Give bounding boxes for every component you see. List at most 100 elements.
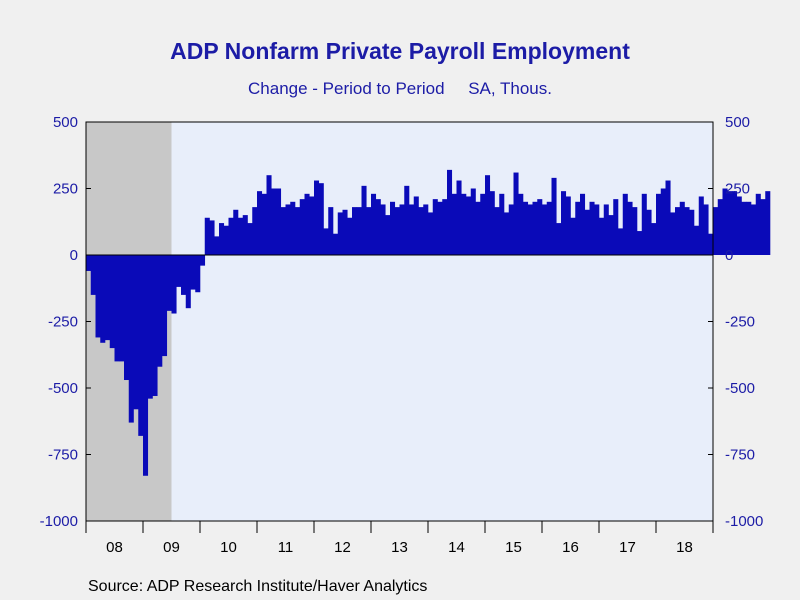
- bar: [342, 209, 348, 255]
- bar: [622, 193, 628, 255]
- bar: [219, 223, 225, 255]
- bar: [171, 255, 177, 314]
- bar: [252, 207, 258, 255]
- bar: [105, 255, 111, 341]
- bar: [489, 191, 495, 255]
- bar: [708, 233, 714, 255]
- y-tick-label: -500: [725, 380, 755, 397]
- bar: [390, 201, 396, 255]
- bar: [385, 215, 391, 255]
- bar: [190, 255, 196, 290]
- bar: [565, 196, 571, 255]
- bar: [656, 193, 662, 255]
- bar: [261, 193, 267, 255]
- bar: [613, 199, 619, 255]
- bar: [162, 255, 168, 357]
- bar: [290, 201, 296, 255]
- chart-subtitle: Change - Period to Period SA, Thous.: [248, 79, 552, 98]
- y-tick-label: 250: [53, 181, 78, 198]
- bar: [375, 199, 381, 255]
- bar: [242, 215, 248, 255]
- bar: [722, 188, 728, 255]
- y-tick-label: 250: [725, 181, 750, 198]
- plot-background: [86, 122, 713, 521]
- bar: [157, 255, 163, 367]
- x-tick-label: 13: [391, 539, 408, 556]
- bar: [551, 177, 557, 255]
- bar: [755, 193, 761, 255]
- bar: [523, 201, 529, 255]
- x-axis: 08 09 10 11 12 13 14 15 16 17 18: [85, 521, 714, 556]
- x-tick-label: 16: [562, 539, 579, 556]
- bar: [271, 188, 277, 255]
- bar: [732, 191, 738, 255]
- y-tick-label: 0: [725, 247, 733, 264]
- y-tick-label: -250: [48, 314, 78, 331]
- bar: [546, 201, 552, 255]
- bar: [143, 255, 149, 476]
- bar: [380, 204, 386, 255]
- bar: [665, 180, 671, 255]
- bar: [485, 175, 491, 255]
- y-tick-label: -1000: [40, 513, 78, 530]
- bar: [418, 207, 424, 255]
- bar: [651, 223, 657, 255]
- bar: [285, 204, 291, 255]
- bar: [513, 172, 519, 255]
- bar: [660, 188, 666, 255]
- bar: [470, 188, 476, 255]
- bar: [95, 255, 101, 338]
- bar: [698, 196, 704, 255]
- bar: [727, 191, 733, 255]
- bar: [504, 212, 510, 255]
- y-tick-label: 500: [725, 114, 750, 131]
- x-tick-label: 08: [106, 539, 123, 556]
- bar: [257, 191, 263, 255]
- bar: [181, 255, 187, 295]
- bar: [314, 180, 320, 255]
- bar: [603, 204, 609, 255]
- bar: [309, 196, 315, 255]
- bar: [333, 233, 339, 255]
- bar: [646, 209, 652, 255]
- y-tick-label: -1000: [725, 513, 763, 530]
- source-note: Source: ADP Research Institute/Haver Ana…: [88, 578, 428, 595]
- bar: [641, 193, 647, 255]
- bar: [428, 212, 434, 255]
- bar: [266, 175, 272, 255]
- x-tick-label: 10: [220, 539, 237, 556]
- bar: [741, 201, 747, 255]
- bar: [409, 204, 415, 255]
- bar: [147, 255, 153, 399]
- bar: [371, 193, 377, 255]
- y-tick-label: 500: [53, 114, 78, 131]
- bar: [394, 207, 400, 255]
- bar: [461, 193, 467, 255]
- bar: [689, 209, 695, 255]
- x-tick-label: 17: [619, 539, 636, 556]
- bar: [713, 207, 719, 255]
- bar: [209, 220, 215, 255]
- bar: [276, 188, 282, 255]
- bar: [575, 201, 581, 255]
- bar: [675, 207, 681, 255]
- bar: [228, 217, 234, 255]
- bar: [361, 185, 367, 255]
- bar: [437, 201, 443, 255]
- bar: [475, 201, 481, 255]
- bar: [561, 191, 567, 255]
- bar: [233, 209, 239, 255]
- x-tick-label: 18: [676, 539, 693, 556]
- bar: [238, 217, 244, 255]
- bar: [352, 207, 358, 255]
- bar: [599, 217, 605, 255]
- y-tick-label: -250: [725, 314, 755, 331]
- bar: [518, 193, 524, 255]
- bar: [86, 255, 92, 271]
- bar: [356, 207, 362, 255]
- bar: [447, 169, 453, 255]
- bar: [451, 193, 457, 255]
- bar: [594, 204, 600, 255]
- bar: [247, 223, 253, 255]
